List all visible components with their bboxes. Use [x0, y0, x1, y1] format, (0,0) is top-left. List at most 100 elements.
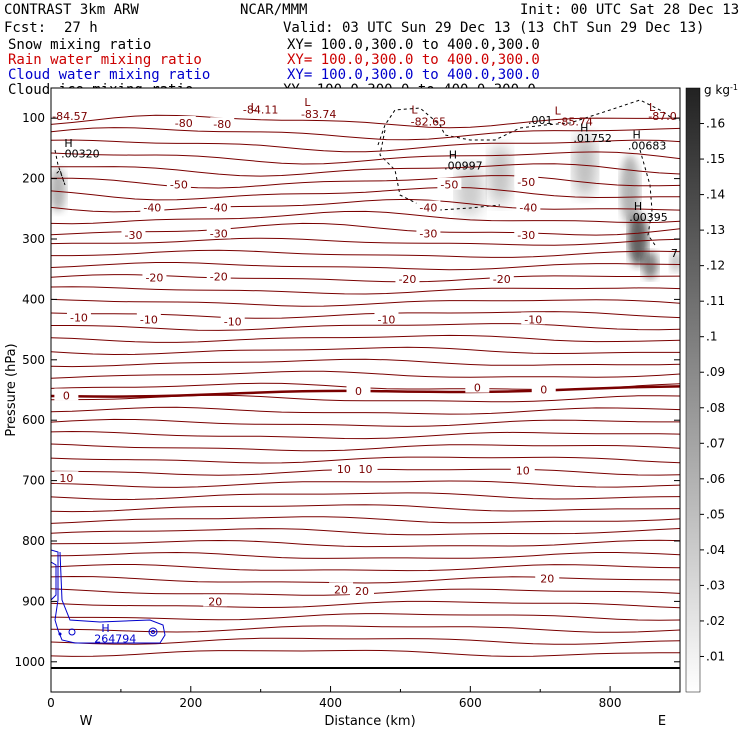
- ice-contour: [54, 149, 66, 186]
- extremum-label: .00320: [61, 147, 100, 160]
- temperature-label: -10: [377, 313, 395, 326]
- extremum-label: H: [580, 121, 588, 134]
- ice-contour: [639, 149, 656, 246]
- isotherm: [51, 430, 680, 440]
- label-mask: [140, 200, 165, 213]
- label-mask: [535, 571, 560, 584]
- label-mask: [66, 310, 91, 323]
- label-mask: [54, 471, 79, 484]
- temperature-label: 10: [59, 472, 73, 485]
- y-tick-label: 900: [22, 594, 45, 608]
- y-axis-label: Pressure (hPa): [4, 343, 19, 436]
- cloud-water-contour: [51, 549, 166, 644]
- colorbar-ticks: .01 .02 .03 .04 .05 .06 .07 .08 .09 .1 .11 .12 .13 .1…: [700, 117, 725, 663]
- x-tick-label: 200: [179, 696, 202, 710]
- isotherm: [51, 210, 680, 225]
- label-mask: [220, 314, 245, 327]
- y-tick-label: 1000: [14, 655, 45, 669]
- colorbar-tick-label: .02: [706, 614, 725, 628]
- isotherm: [51, 151, 680, 165]
- colorbar-tick-label: .09: [706, 365, 725, 379]
- temperature-label: -30: [124, 229, 142, 242]
- label-mask: [350, 584, 375, 597]
- label-mask: [395, 271, 420, 284]
- colorbar-tick-label: .06: [706, 472, 725, 486]
- isotherm: [51, 334, 680, 343]
- y-tick-label: 500: [22, 353, 45, 367]
- x-tick-label: 600: [459, 696, 482, 710]
- extremum-label: .00997: [444, 160, 483, 173]
- snow-plume-core: [628, 214, 648, 266]
- label-mask: [203, 594, 228, 607]
- temperature-label: 20: [355, 585, 369, 598]
- tropopause-contour: [379, 129, 501, 211]
- extremum-label: L: [411, 103, 418, 116]
- valid-time: Valid: 03 UTC Sun 29 Dec 13 (13 ChT Sun …: [283, 20, 704, 36]
- temperature-label: -20: [210, 270, 228, 283]
- colorbar-tick-label: .16: [706, 117, 725, 131]
- colorbar-ramp: [685, 87, 701, 693]
- isotherm: [51, 139, 680, 153]
- extremum-label: -82.65: [411, 115, 446, 128]
- temperature-label: -50: [517, 176, 535, 189]
- init-time: Init: 00 UTC Sat 28 Dec 13: [520, 2, 739, 18]
- isotherm: [51, 480, 680, 488]
- temperature-label: -40: [419, 202, 437, 215]
- cloud-water-ring: [151, 630, 155, 634]
- label-mask: [416, 200, 441, 213]
- isotherm: [51, 222, 680, 236]
- cloud-water-ring: [68, 628, 76, 636]
- isotherm: [51, 175, 680, 189]
- field-snow-name: Snow mixing ratio: [8, 37, 151, 53]
- isotherm: [51, 298, 680, 307]
- snow-plume: [51, 168, 66, 212]
- organization: NCAR/MMM: [240, 2, 307, 18]
- label-mask: [206, 200, 231, 213]
- colorbar-tick-label: .13: [706, 223, 725, 237]
- label-mask: [465, 380, 490, 393]
- cloud-water-point: [58, 632, 62, 636]
- temperature-label: 10: [337, 463, 351, 476]
- temperature-label: 0: [63, 389, 70, 402]
- isotherm: [51, 127, 680, 141]
- label-mask: [136, 312, 161, 325]
- label-mask: [510, 463, 535, 476]
- isotherm: [51, 163, 680, 177]
- temperature-label: -10: [524, 313, 542, 326]
- label-mask: [166, 177, 191, 190]
- isotherm: [51, 528, 680, 536]
- temperature-label: -80: [213, 118, 231, 131]
- snow-plume: [488, 145, 512, 205]
- extremum-label: L: [304, 96, 311, 109]
- extremum-label: .00395: [629, 211, 668, 224]
- colorbar-tick-label: .07: [706, 436, 725, 450]
- x-axis-label: Distance (km): [324, 714, 415, 729]
- label-mask: [416, 226, 441, 239]
- isotherm: [51, 358, 680, 368]
- isotherm: [51, 539, 680, 548]
- extremum-label: L: [649, 101, 656, 114]
- colorbar-tick-label: .14: [706, 188, 725, 202]
- temperature-label: -30: [210, 228, 228, 241]
- colorbar-tick-label: .05: [706, 507, 725, 521]
- y-tick-label: 800: [22, 534, 45, 548]
- isotherm: [51, 323, 680, 331]
- temperature-label: 0: [474, 382, 481, 395]
- colorbar-tick-label: .01: [706, 649, 725, 663]
- field-cloudwater-xy: XY= 100.0,300.0 to 400.0,300.0: [287, 67, 540, 83]
- label-mask: [353, 462, 378, 475]
- isotherm: [51, 516, 680, 524]
- temperature-label: 20: [208, 595, 222, 608]
- extremum-label: 264794: [94, 632, 136, 645]
- x-tick-label: 800: [599, 696, 622, 710]
- east-label: E: [658, 714, 666, 729]
- label-mask: [206, 226, 231, 239]
- temperature-label: -10: [140, 313, 158, 326]
- colorbar-tick-label: .1: [706, 330, 717, 344]
- extremum-label: H: [101, 622, 109, 635]
- y-tick-label: 600: [22, 413, 45, 427]
- label-mask: [514, 175, 539, 188]
- y-tick-label: 300: [22, 232, 45, 246]
